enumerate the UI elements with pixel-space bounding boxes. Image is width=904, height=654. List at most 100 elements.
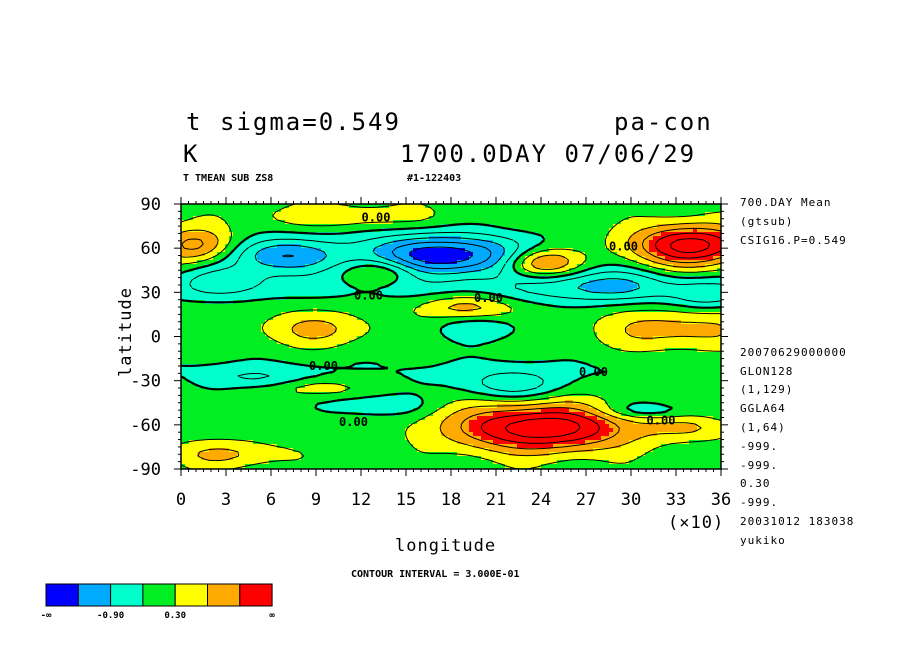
field-cell: [629, 244, 650, 249]
side-info-line: CSIG16.P=0.549: [740, 234, 847, 247]
field-cell: [273, 264, 306, 269]
field-cell: [633, 232, 662, 237]
title-time: 1700.0DAY 07/06/29: [400, 140, 697, 168]
field-cell: [513, 264, 522, 269]
y-tick-label: 0: [151, 328, 161, 348]
contour-label: 0.00: [474, 291, 503, 305]
field-cell: [181, 296, 286, 301]
field-cell: [545, 236, 606, 241]
field-cell: [225, 244, 238, 249]
field-cell: [629, 404, 666, 409]
field-cell: [281, 208, 434, 213]
field-cell: [569, 408, 598, 413]
field-cell: [401, 368, 602, 373]
field-cell: [301, 244, 382, 249]
field-cell: [213, 256, 226, 261]
y-tick-label: -60: [130, 416, 161, 436]
field-cell: [625, 264, 650, 269]
field-cell: [417, 380, 574, 385]
field-cell: [593, 328, 626, 333]
field-cell: [325, 320, 366, 325]
side-info-line: -999.: [740, 496, 779, 509]
x-tick-label: 6: [266, 490, 276, 510]
field-cell: [333, 332, 366, 337]
field-cell: [441, 224, 494, 229]
field-cell: [277, 244, 302, 249]
field-cell: [473, 308, 514, 313]
field-cell: [289, 380, 418, 385]
side-info-line: -999.: [740, 459, 779, 472]
contour-line: [181, 222, 721, 462]
field-cell: [181, 352, 721, 357]
field-cell: [405, 428, 442, 433]
field-cell: [417, 448, 490, 453]
field-cell: [233, 248, 262, 253]
field-cell: [253, 440, 410, 445]
field-cell: [657, 224, 721, 229]
field-cell: [409, 440, 458, 445]
field-cell: [461, 408, 542, 413]
field-cell: [197, 260, 218, 265]
field-cell: [181, 416, 426, 421]
field-cell: [181, 308, 314, 313]
field-cell: [517, 444, 554, 449]
field-cell: [405, 264, 494, 269]
field-cell: [209, 448, 230, 453]
field-cell: [181, 400, 330, 405]
field-cell: [637, 260, 654, 265]
field-cell: [585, 412, 606, 417]
field-cell: [309, 364, 354, 369]
field-cell: [645, 452, 721, 457]
field-cell: [181, 244, 218, 249]
legend-swatch: [110, 583, 144, 607]
field-cell: [441, 420, 470, 425]
field-cell: [533, 260, 570, 265]
field-cell: [349, 312, 418, 317]
field-cell: [537, 244, 606, 249]
field-cell: [213, 232, 234, 237]
field-cell: [373, 264, 406, 269]
x-tick-label: 33: [666, 490, 686, 510]
field-cell: [417, 268, 482, 273]
field-cell: [181, 396, 362, 401]
field-cell: [181, 316, 274, 321]
field-cell: [357, 316, 602, 321]
field-cell: [509, 304, 554, 309]
field-cell: [493, 460, 558, 465]
side-info-line: yukiko: [740, 534, 786, 547]
field-cell: [509, 332, 598, 337]
field-cell: [633, 280, 721, 285]
field-cell: [593, 372, 721, 377]
field-cell: [629, 332, 721, 337]
field-cell: [665, 268, 718, 273]
field-cell: [285, 220, 394, 225]
field-cell: [673, 264, 706, 269]
field-cell: [181, 364, 310, 369]
field-cell: [305, 376, 410, 381]
field-cell: [565, 264, 578, 269]
field-cell: [257, 256, 326, 261]
field-cell: [469, 424, 610, 429]
field-cell: [453, 304, 478, 309]
field-cell: [445, 416, 478, 421]
x-tick-label: 3: [221, 490, 231, 510]
field-cell: [557, 460, 610, 465]
field-cell: [609, 432, 658, 437]
x-tick-label: 0: [176, 490, 186, 510]
field-cell: [617, 252, 638, 257]
field-cell: [585, 440, 630, 445]
field-cell: [473, 252, 506, 257]
field-cell: [637, 284, 721, 289]
field-cell: [629, 440, 690, 445]
y-tick-label: 90: [141, 195, 161, 215]
side-info-line: GLON128: [740, 365, 794, 378]
contour-line: [189, 231, 721, 392]
contour-line: [409, 246, 473, 264]
field-cell: [425, 204, 721, 209]
field-cell: [585, 260, 638, 265]
field-cell: [445, 324, 514, 329]
legend-swatch: [174, 583, 208, 607]
field-cell: [541, 408, 570, 413]
field-cell: [229, 360, 286, 365]
